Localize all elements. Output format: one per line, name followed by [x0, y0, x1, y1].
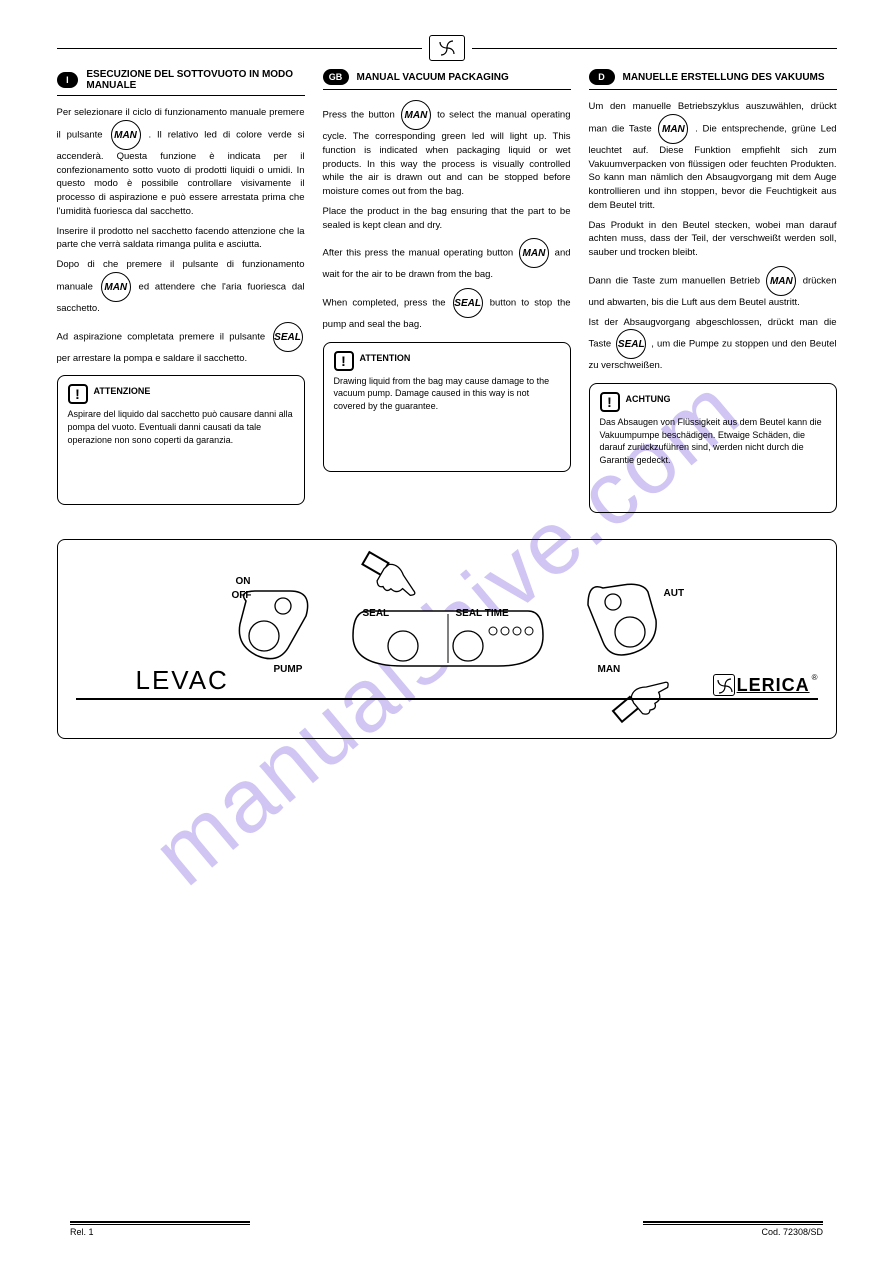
en-p2: Place the product in the bag ensuring th… [323, 205, 571, 233]
warning-icon: ! [334, 351, 354, 371]
de-p1: Um den manuelle Betriebszyklus auszuwähl… [589, 100, 837, 213]
lang-pill-it: I [57, 72, 79, 88]
brand-levac: LEVAC [136, 665, 229, 696]
de-p2: Das Produkt in den Beutel stecken, wobei… [589, 219, 837, 260]
en-p1a: Press the button [323, 110, 395, 121]
man-icon: MAN [766, 266, 796, 296]
brand-swirl-icon [429, 35, 465, 61]
en-p1: Press the button MAN to select the manua… [323, 100, 571, 199]
seal-icon: SEAL [616, 329, 646, 359]
footer-left: Rel. 1 [70, 1227, 94, 1237]
column-de-header: D MANUELLE ERSTELLUNG DES VAKUUMS [589, 69, 837, 90]
seal-time-label: SEAL TIME [456, 608, 509, 619]
seal-icon: SEAL [453, 288, 483, 318]
man-icon: MAN [519, 238, 549, 268]
it-p4a: Ad aspirazione completata premere il pul… [57, 331, 266, 342]
warning-body-de: Das Absaugen von Flüssigkeit aus dem Beu… [600, 416, 826, 466]
maker-name: LERICA [737, 675, 810, 696]
it-p1: Per selezionare il ciclo di funzionament… [57, 106, 305, 219]
warning-body-it: Aspirare del liquido dal sacchetto può c… [68, 408, 294, 446]
pump-label: PUMP [274, 664, 303, 675]
column-de-title: MANUELLE ERSTELLUNG DES VAKUUMS [623, 72, 825, 83]
en-p4a: When completed, press the [323, 298, 446, 309]
page-footer: Rel. 1 Cod. 72308/SD [0, 1221, 893, 1237]
warning-icon: ! [68, 384, 88, 404]
panel-rule [76, 698, 818, 700]
warning-title-en: ATTENTION [360, 351, 411, 363]
it-p3b: ed attendere che l'aria fuoriesca dal sa… [57, 281, 305, 313]
column-en: GB MANUAL VACUUM PACKAGING Press the but… [323, 69, 571, 513]
column-it-header: I ESECUZIONE DEL SOTTOVUOTO IN MODO MANU… [57, 69, 305, 96]
on-label: ON [236, 576, 251, 587]
maker-logo: LERICA ® [713, 674, 818, 696]
warning-icon: ! [600, 392, 620, 412]
lang-pill-de: D [589, 69, 615, 85]
page-content: I ESECUZIONE DEL SOTTOVUOTO IN MODO MANU… [57, 0, 837, 739]
column-it: I ESECUZIONE DEL SOTTOVUOTO IN MODO MANU… [57, 69, 305, 513]
lang-pill-en: GB [323, 69, 349, 85]
it-p2: Inserire il prodotto nel sacchetto facen… [57, 225, 305, 253]
de-p3a: Dann die Taste zum manuellen Betrieb [589, 275, 761, 286]
en-p1b: to select the manual operating cycle. Th… [323, 110, 571, 198]
column-it-title: ESECUZIONE DEL SOTTOVUOTO IN MODO MANUAL… [86, 69, 304, 91]
column-de: D MANUELLE ERSTELLUNG DES VAKUUMS Um den… [589, 69, 837, 513]
man-icon: MAN [658, 114, 688, 144]
it-p1b: . Il relativo led di colore verde si acc… [57, 129, 305, 217]
de-p3: Dann die Taste zum manuellen Betrieb MAN… [589, 266, 837, 310]
it-p4b: per arrestare la pompa e saldare il sacc… [57, 353, 248, 364]
man-icon: MAN [401, 100, 431, 130]
column-en-header: GB MANUAL VACUUM PACKAGING [323, 69, 571, 90]
header-rule [57, 35, 837, 63]
it-p3: Dopo di che premere il pulsante di funzi… [57, 258, 305, 316]
warning-box-en: ! ATTENTION Drawing liquid from the bag … [323, 342, 571, 472]
warning-title-de: ACHTUNG [626, 392, 671, 404]
de-p4: Ist der Absaugvorgang abgeschlossen, drü… [589, 316, 837, 374]
it-p4: Ad aspirazione completata premere il pul… [57, 322, 305, 366]
warning-title-it: ATTENZIONE [94, 384, 151, 396]
en-p3: After this press the manual operating bu… [323, 238, 571, 282]
warning-box-de: ! ACHTUNG Das Absaugen von Flüssigkeit a… [589, 383, 837, 513]
control-panel-figure: ON OFF PUMP SEAL SEAL TIME AUT MAN [57, 539, 837, 739]
off-label: OFF [232, 590, 252, 601]
aut-label: AUT [664, 588, 685, 599]
autman-pod [578, 580, 668, 662]
footer-right: Cod. 72308/SD [761, 1227, 823, 1237]
brand-swirl-icon [713, 674, 735, 696]
seal-icon: SEAL [273, 322, 303, 352]
column-en-title: MANUAL VACUUM PACKAGING [357, 72, 509, 83]
three-column-body: I ESECUZIONE DEL SOTTOVUOTO IN MODO MANU… [57, 69, 837, 513]
man-icon: MAN [111, 120, 141, 150]
de-p1b: . Die entsprechende, grüne Led leuchtet … [589, 123, 837, 211]
en-p4: When completed, press the SEAL button to… [323, 288, 571, 332]
en-p3a: After this press the manual operating bu… [323, 248, 514, 259]
warning-body-en: Drawing liquid from the bag may cause da… [334, 375, 560, 413]
pointing-hand-icon [356, 548, 428, 610]
warning-box-it: ! ATTENZIONE Aspirare del liquido dal sa… [57, 375, 305, 505]
man-icon: MAN [101, 272, 131, 302]
